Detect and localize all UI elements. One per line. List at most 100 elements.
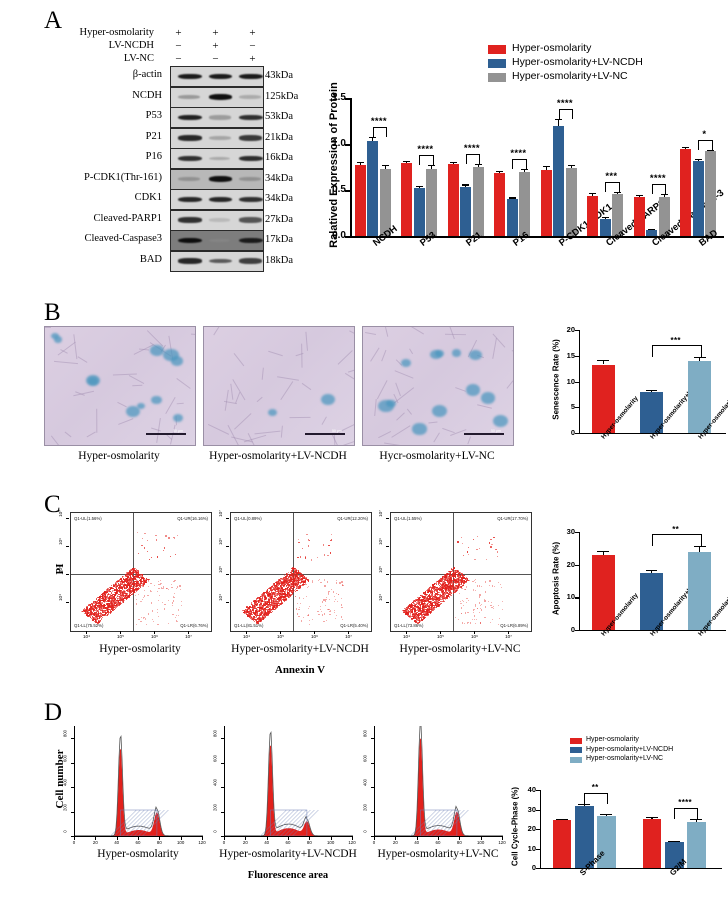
event-dot — [296, 584, 299, 586]
blot-band-row — [170, 148, 264, 169]
event-dot — [107, 588, 109, 590]
event-dot — [134, 591, 137, 593]
event-dot — [89, 609, 91, 611]
event-dot — [128, 577, 131, 579]
event-dot — [144, 582, 147, 584]
event-dot — [106, 600, 108, 603]
event-dot — [435, 606, 438, 609]
event-dot — [296, 608, 298, 610]
event-dot — [323, 554, 326, 556]
event-dot — [136, 589, 138, 592]
blot-row-label: CDK1 — [134, 192, 162, 203]
event-dot — [297, 580, 299, 582]
event-dot — [137, 574, 139, 577]
event-dot — [327, 608, 329, 611]
event-dot — [92, 608, 94, 610]
event-dot — [153, 585, 155, 587]
event-dot — [164, 608, 166, 610]
event-dot — [129, 577, 131, 579]
event-dot — [340, 604, 343, 606]
event-dot — [104, 594, 106, 596]
event-dot — [100, 615, 102, 618]
event-dot — [119, 589, 121, 592]
bar — [367, 141, 379, 236]
error-cap — [521, 169, 529, 171]
event-dot — [117, 580, 119, 582]
scale-bar-label: 50 μm — [331, 429, 342, 433]
event-dot — [131, 585, 133, 587]
event-dot — [95, 604, 97, 606]
bar — [494, 172, 506, 236]
event-dot — [132, 588, 134, 590]
event-dot — [126, 586, 128, 588]
event-dot — [127, 579, 129, 581]
event-dot — [92, 604, 94, 607]
stained-cell — [87, 377, 98, 386]
event-dot — [129, 584, 131, 586]
event-dot — [91, 605, 93, 607]
event-dot — [106, 589, 108, 591]
event-dot — [99, 601, 102, 603]
significance-mark: **** — [417, 144, 434, 156]
event-dot — [134, 584, 136, 586]
event-dot — [104, 591, 106, 593]
event-dot — [115, 600, 117, 602]
event-dot — [127, 577, 129, 580]
event-dot — [449, 571, 451, 573]
event-dot — [96, 614, 98, 617]
bar — [680, 148, 692, 236]
event-dot — [260, 619, 262, 622]
event-dot — [263, 617, 265, 619]
event-dot — [135, 579, 137, 581]
event-dot — [341, 606, 343, 608]
event-dot — [271, 593, 273, 595]
event-dot — [111, 590, 113, 592]
event-dot — [120, 585, 122, 587]
cell-streak — [176, 403, 184, 405]
event-dot — [86, 607, 88, 609]
event-dot — [107, 612, 110, 615]
event-dot — [136, 585, 138, 587]
event-dot — [302, 583, 305, 586]
event-dot — [138, 575, 140, 577]
event-dot — [107, 591, 109, 593]
event-dot — [106, 590, 108, 593]
event-dot — [118, 583, 120, 585]
event-dot — [125, 595, 128, 597]
y-axis-label: Senescence Rate (%) — [551, 338, 561, 420]
event-dot — [98, 607, 100, 609]
event-dot — [93, 602, 95, 604]
stained-cell — [480, 392, 496, 404]
event-dot — [118, 597, 121, 600]
bar — [447, 164, 459, 236]
cell-streak — [165, 396, 176, 414]
blot-row-label: β-actin — [132, 69, 162, 80]
stained-cell — [267, 409, 277, 417]
blot-condition-row: Hyper-osmolarity + + + — [44, 26, 271, 39]
event-dot — [341, 616, 343, 618]
blot-band — [208, 238, 231, 243]
error-cap — [694, 357, 706, 359]
event-dot — [133, 571, 135, 573]
bar — [692, 161, 704, 236]
error-bar — [384, 165, 386, 169]
event-dot — [271, 610, 274, 613]
scale-bar — [305, 432, 345, 435]
event-dot — [119, 596, 121, 599]
event-dot — [100, 620, 102, 622]
event-dot — [110, 600, 112, 603]
error-cap — [542, 166, 550, 168]
blot-band — [178, 135, 202, 141]
y-tick — [345, 98, 350, 100]
event-dot — [117, 601, 120, 603]
blot-band-row — [170, 127, 264, 149]
event-dot — [138, 618, 140, 621]
cell-streak — [289, 416, 311, 418]
event-dot — [251, 603, 254, 605]
event-dot — [97, 606, 100, 608]
significance-mark: **** — [649, 172, 666, 184]
event-dot — [122, 599, 124, 601]
event-dot — [134, 577, 136, 579]
error-cap — [635, 194, 643, 196]
event-dot — [322, 614, 324, 616]
